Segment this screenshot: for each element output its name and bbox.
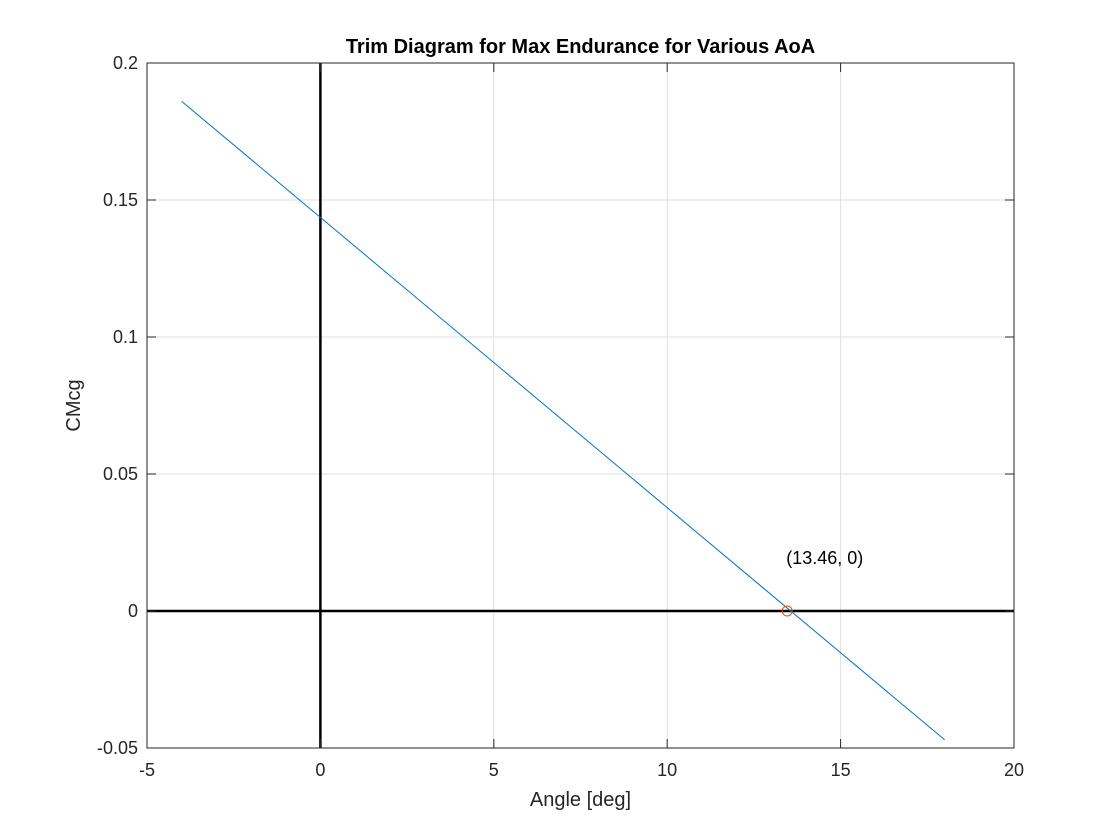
y-tick-label: 0.05 [103, 464, 138, 484]
trim-point-marker [781, 605, 793, 617]
y-tick-label: 0.2 [113, 53, 138, 73]
plot-area-border [146, 62, 1015, 749]
y-tick-label: -0.05 [97, 738, 138, 758]
axis-tick-labels: -5 0 5 10 15 20 -0.05 0 0.05 0.1 0.15 0.2 [97, 53, 1024, 780]
data-series [181, 100, 945, 741]
axis-ticks [146, 62, 1015, 749]
x-tick-label: 20 [1004, 760, 1024, 780]
y-tick-label: 0 [128, 601, 138, 621]
chart-title: Trim Diagram for Max Endurance for Vario… [346, 36, 815, 58]
x-axis-label: Angle [deg] [530, 789, 631, 811]
y-tick-label: 0.15 [103, 190, 138, 210]
x-tick-label: 0 [315, 760, 325, 780]
y-tick-label: 0.1 [113, 327, 138, 347]
x-tick-label: 5 [489, 760, 499, 780]
x-tick-label: -5 [139, 760, 155, 780]
x-tick-label: 15 [831, 760, 851, 780]
cmcg-series-line [181, 100, 945, 741]
trim-point-annotation: (13.46, 0) [786, 548, 863, 568]
x-tick-label: 10 [657, 760, 677, 780]
reference-lines [147, 63, 1014, 748]
trim-point-marker-group [781, 605, 793, 617]
y-axis-label: CMcg [63, 379, 85, 431]
